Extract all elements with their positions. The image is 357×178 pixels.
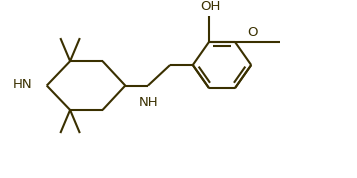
Text: O: O bbox=[247, 26, 257, 39]
Text: OH: OH bbox=[200, 0, 220, 13]
Text: HN: HN bbox=[13, 78, 33, 91]
Text: NH: NH bbox=[139, 96, 159, 109]
